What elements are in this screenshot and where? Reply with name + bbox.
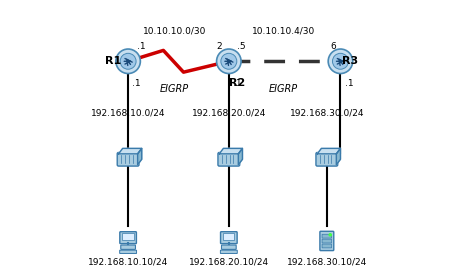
FancyBboxPatch shape	[218, 152, 240, 166]
FancyBboxPatch shape	[120, 232, 137, 244]
Circle shape	[120, 53, 136, 69]
Circle shape	[332, 53, 348, 69]
FancyBboxPatch shape	[320, 231, 334, 251]
Polygon shape	[317, 148, 340, 154]
FancyBboxPatch shape	[316, 152, 337, 166]
Circle shape	[221, 53, 237, 69]
FancyBboxPatch shape	[322, 239, 332, 243]
Text: 10.10.10.4/30: 10.10.10.4/30	[252, 26, 315, 35]
Text: EIGRP: EIGRP	[269, 84, 298, 94]
Text: 6: 6	[331, 42, 337, 51]
Text: .1: .1	[132, 79, 141, 87]
Text: R2: R2	[229, 78, 245, 88]
Text: 2: 2	[217, 42, 222, 51]
FancyBboxPatch shape	[322, 234, 332, 238]
Text: 192.168.20.0/24: 192.168.20.0/24	[191, 109, 266, 117]
Text: .1: .1	[233, 79, 242, 87]
Circle shape	[116, 49, 140, 73]
Text: .5: .5	[237, 42, 246, 51]
Text: R1: R1	[105, 56, 121, 66]
FancyBboxPatch shape	[322, 244, 332, 248]
Text: 192.168.30.0/24: 192.168.30.0/24	[290, 109, 364, 117]
Circle shape	[328, 49, 353, 73]
FancyBboxPatch shape	[117, 152, 139, 166]
Polygon shape	[337, 148, 340, 165]
Text: .1: .1	[345, 79, 353, 87]
Circle shape	[217, 49, 241, 73]
FancyBboxPatch shape	[122, 233, 134, 240]
Polygon shape	[219, 148, 242, 154]
Text: .1: .1	[137, 42, 146, 51]
Text: EIGRP: EIGRP	[160, 84, 189, 94]
Polygon shape	[118, 148, 142, 154]
Text: R3: R3	[342, 56, 358, 66]
Text: 10.10.10.0/30: 10.10.10.0/30	[143, 26, 206, 35]
FancyBboxPatch shape	[119, 250, 137, 254]
FancyBboxPatch shape	[221, 245, 236, 249]
Text: 192.168.30.10/24: 192.168.30.10/24	[287, 258, 367, 267]
FancyBboxPatch shape	[121, 245, 136, 249]
Polygon shape	[137, 148, 142, 165]
Polygon shape	[238, 148, 242, 165]
FancyBboxPatch shape	[220, 232, 237, 244]
Text: 192.168.10.10/24: 192.168.10.10/24	[88, 258, 168, 267]
FancyBboxPatch shape	[223, 233, 235, 240]
Text: 192.168.10.0/24: 192.168.10.0/24	[91, 109, 165, 117]
Text: 192.168.20.10/24: 192.168.20.10/24	[189, 258, 269, 267]
Circle shape	[329, 234, 331, 236]
FancyBboxPatch shape	[220, 250, 237, 254]
